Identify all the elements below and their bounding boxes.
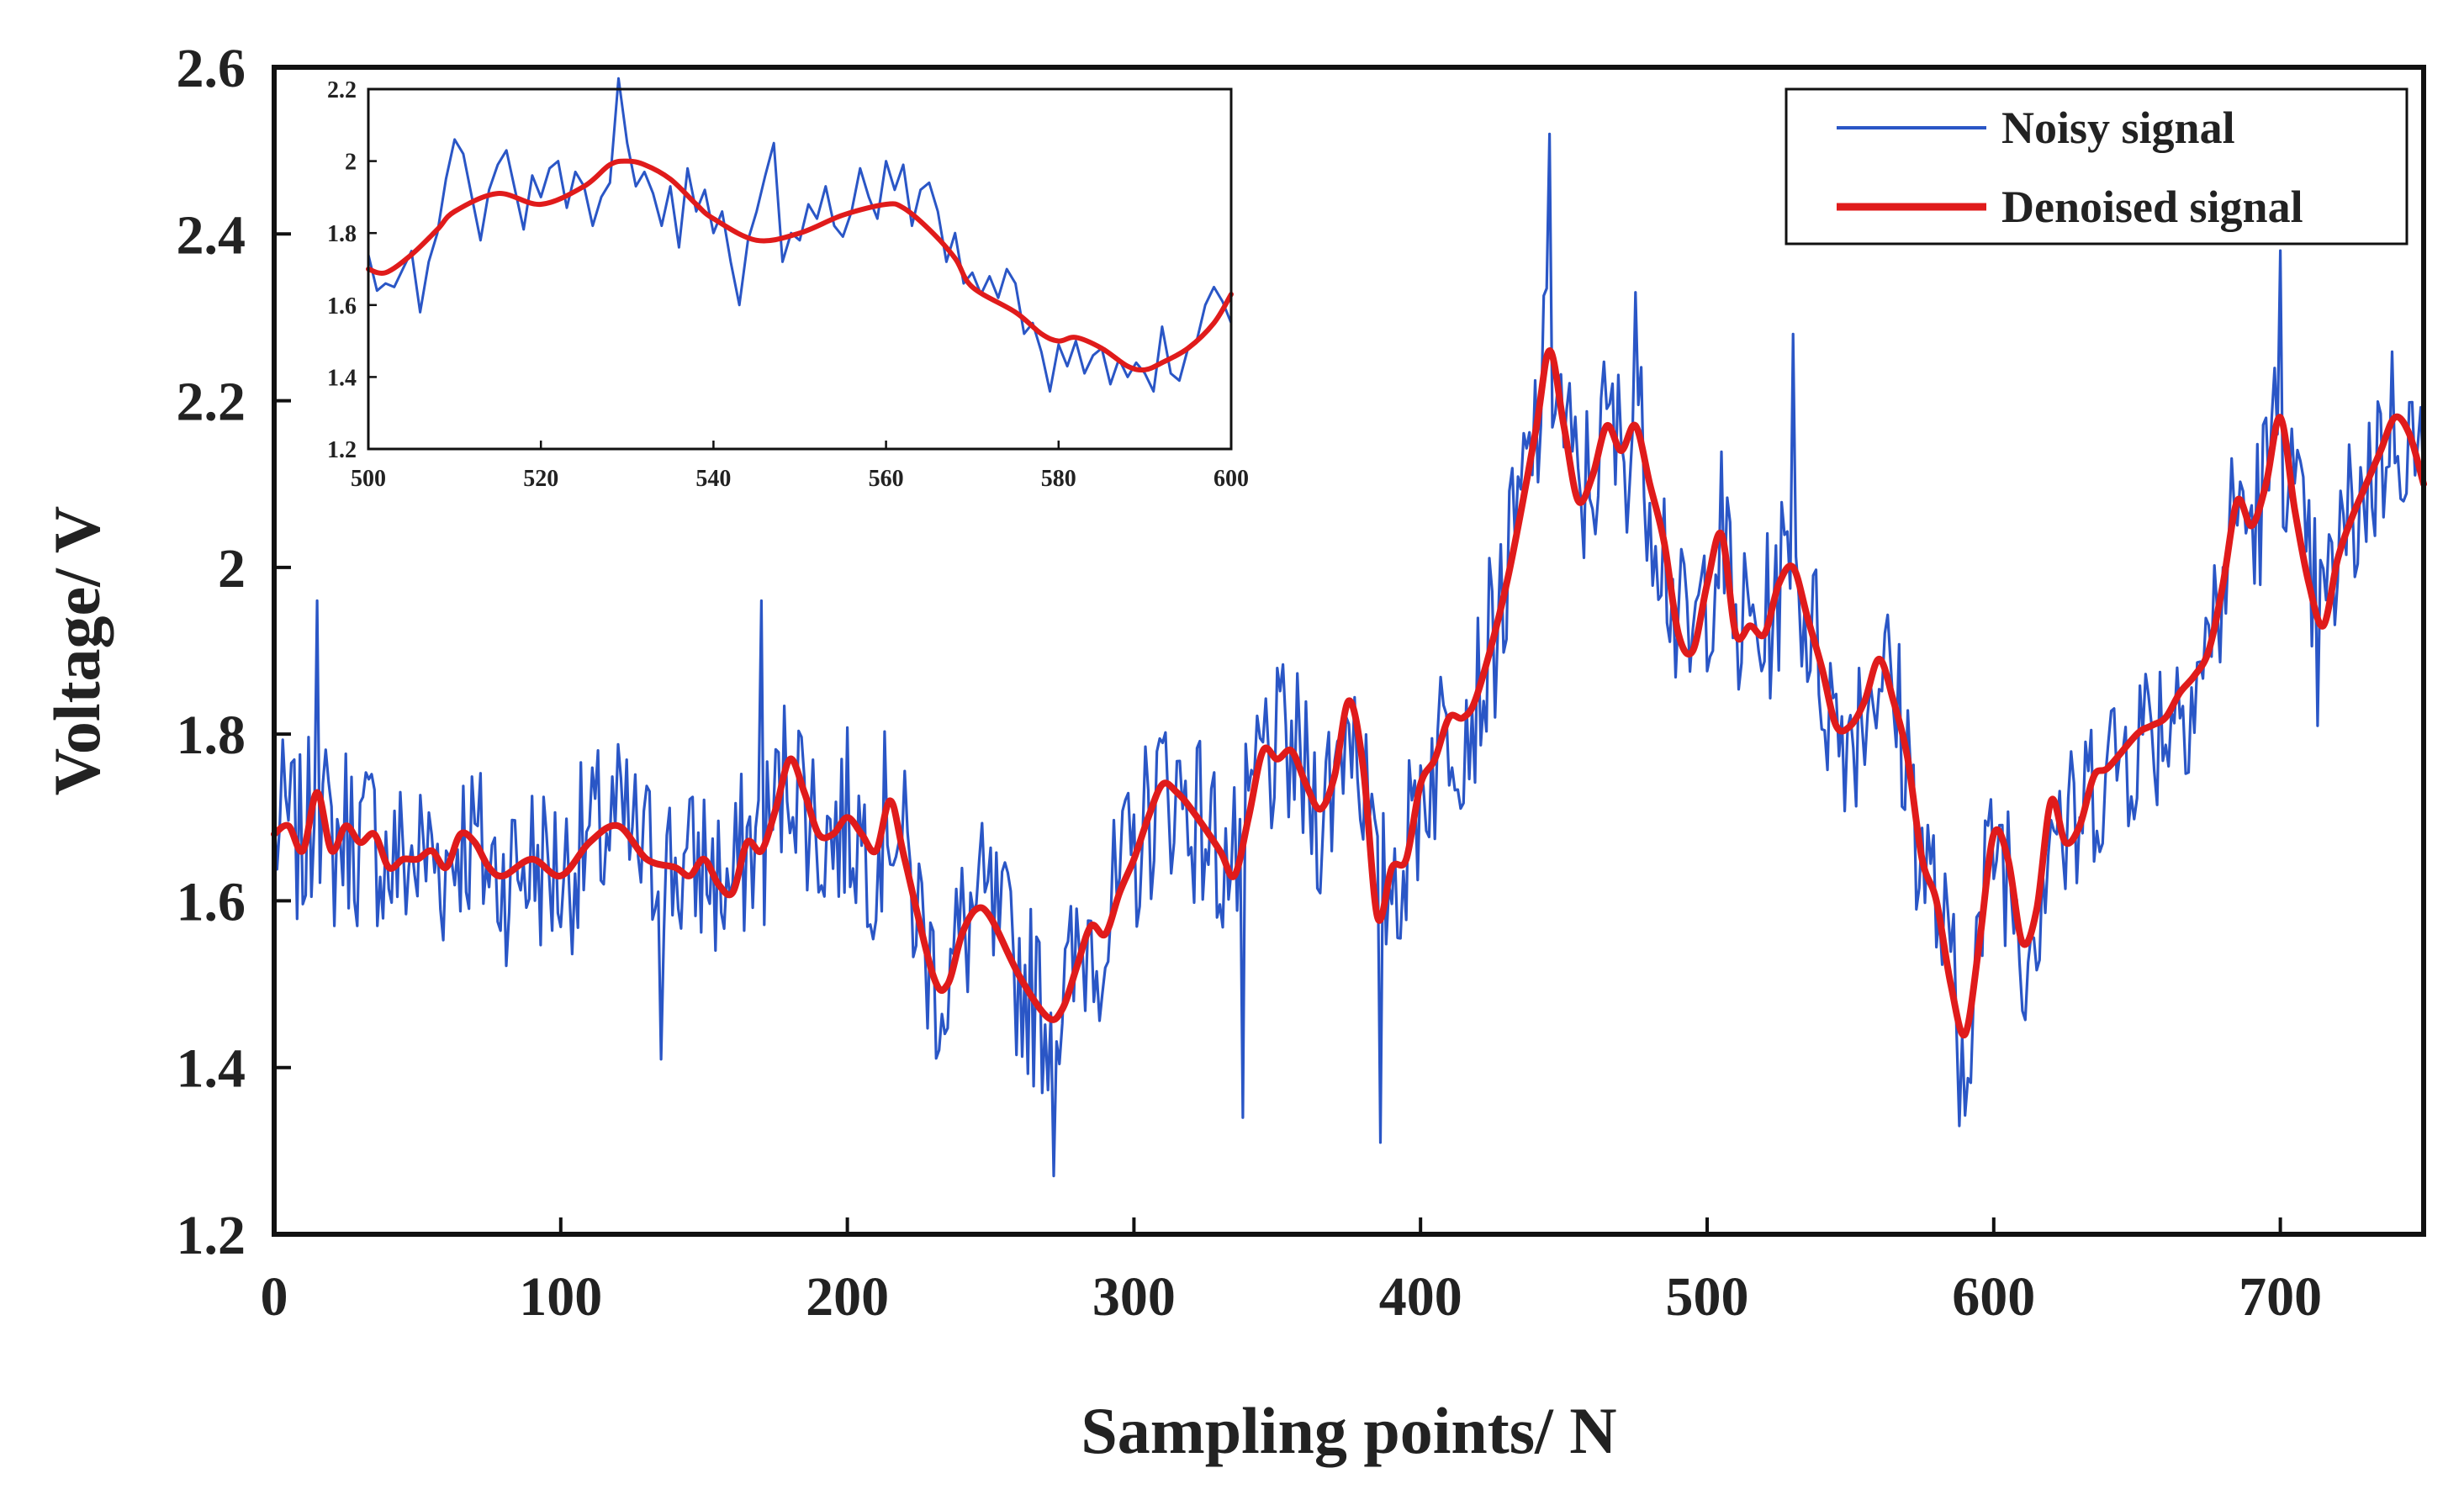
noisy-signal-line bbox=[272, 132, 2425, 1178]
legend-label-noisy: Noisy signal bbox=[2001, 103, 2235, 153]
inset-y-tick-label-3: 1.8 bbox=[327, 221, 357, 247]
inset-x-tick-label-4: 580 bbox=[1041, 466, 1076, 492]
y-axis-title: Voltage/ V bbox=[40, 506, 114, 796]
inset-y-tick-label-5: 2.2 bbox=[327, 77, 357, 103]
inset-noisy-signal-line bbox=[367, 77, 1233, 393]
main-x-tick-label-6: 600 bbox=[1952, 1266, 2035, 1328]
main-y-tick-label-3: 1.8 bbox=[177, 705, 246, 766]
inset-x-tick-label-3: 560 bbox=[869, 466, 904, 492]
inset-background bbox=[368, 89, 1231, 449]
main-y-tick-label-4: 2 bbox=[218, 538, 246, 599]
main-y-tick-label-1: 1.4 bbox=[177, 1038, 246, 1100]
main-y-tick-label-6: 2.4 bbox=[177, 204, 246, 266]
main-plot: 0 100 200 300 400 500 600 700 1.2 1.4 1.6 1.8 2 2.2 2.… bbox=[40, 38, 2427, 1467]
inset-denoised-signal-line bbox=[366, 158, 1234, 373]
legend: Noisy signal Denoised signal bbox=[1785, 87, 2408, 246]
main-x-tick-label-0: 0 bbox=[261, 1266, 288, 1328]
main-x-tick-label-2: 200 bbox=[806, 1266, 889, 1328]
main-series-group bbox=[271, 132, 2427, 1178]
main-x-tick-label-3: 300 bbox=[1092, 1266, 1176, 1328]
legend-label-denoised: Denoised signal bbox=[2001, 182, 2303, 232]
inset-plot: 500 520 540 560 580 600 1.2 1.4 1.6 1.8 2 2.2 bbox=[327, 77, 1249, 492]
inset-y-tick-label-4: 2 bbox=[345, 150, 357, 176]
inset-y-tick-label-2: 1.6 bbox=[327, 293, 357, 319]
main-y-tick-label-0: 1.2 bbox=[177, 1205, 246, 1266]
main-x-tick-label-5: 500 bbox=[1666, 1266, 1749, 1328]
inset-x-tick-label-5: 600 bbox=[1213, 466, 1249, 492]
inset-y-tick-label-1: 1.4 bbox=[327, 365, 357, 391]
x-axis-title: Sampling points/ N bbox=[1081, 1394, 1616, 1467]
denoised-signal-line bbox=[271, 347, 2427, 1039]
inset-x-tick-label-2: 540 bbox=[695, 466, 731, 492]
inset-axes: 500 520 540 560 580 600 1.2 1.4 1.6 1.8 2 2.2 bbox=[327, 77, 1249, 492]
inset-plot-frame bbox=[367, 87, 1233, 451]
main-x-tick-label-4: 400 bbox=[1379, 1266, 1462, 1328]
main-y-tick-label-7: 2.6 bbox=[177, 38, 246, 99]
main-y-tick-label-5: 2.2 bbox=[177, 372, 246, 433]
inset-x-tick-label-1: 520 bbox=[523, 466, 558, 492]
legend-box bbox=[1785, 87, 2408, 246]
inset-x-tick-label-0: 500 bbox=[351, 466, 386, 492]
inset-series-group bbox=[366, 77, 1234, 393]
main-x-tick-label-7: 700 bbox=[2239, 1266, 2322, 1328]
main-plot-frame bbox=[272, 65, 2426, 1237]
main-y-tick-label-2: 1.6 bbox=[177, 871, 246, 932]
main-x-tick-label-1: 100 bbox=[519, 1266, 602, 1328]
main-axes: 0 100 200 300 400 500 600 700 1.2 1.4 1.6 1.8 2 2.2 2.… bbox=[177, 38, 2323, 1328]
inset-y-tick-label-0: 1.2 bbox=[327, 437, 357, 463]
